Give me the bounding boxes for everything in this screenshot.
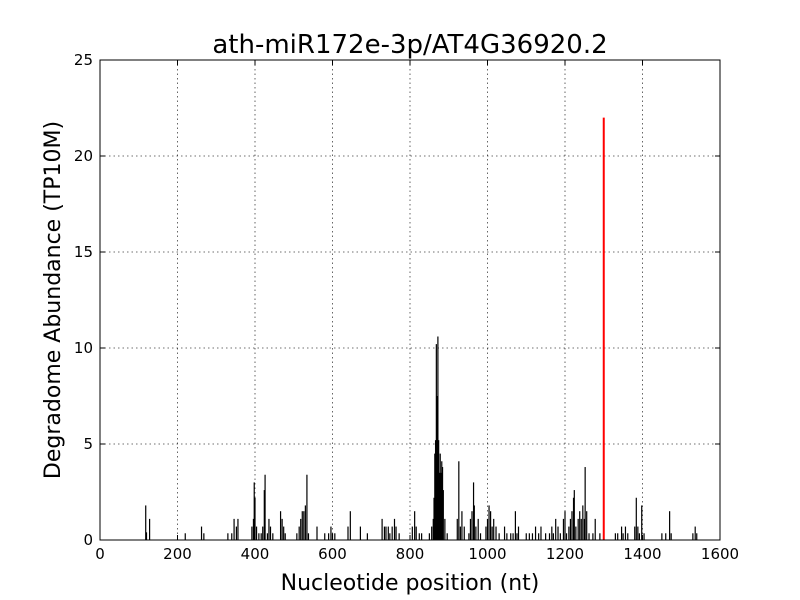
y-tick-label: 25 [74,51,93,69]
y-tick-label: 5 [83,435,93,453]
y-tick-label: 0 [83,531,93,549]
grid-lines [100,60,720,540]
y-tick-label: 15 [74,243,93,261]
x-tick-label: 800 [396,545,425,563]
axis-ticks: 0 200 400 600 800 1000 1200 1400 1600 0 5 10 15 20 25 [74,51,739,563]
x-tick-label: 400 [241,545,270,563]
x-tick-label: 1400 [623,545,661,563]
x-tick-label: 600 [318,545,347,563]
x-tick-label: 1000 [468,545,506,563]
y-tick-label: 20 [74,147,93,165]
x-axis-label: Nucleotide position (nt) [281,571,540,596]
x-tick-label: 1600 [701,545,739,563]
data-series [145,117,698,540]
y-tick-label: 10 [74,339,93,357]
x-tick-label: 0 [95,545,105,563]
x-tick-label: 1200 [546,545,584,563]
y-axis-label: Degradome Abundance (TP10M) [41,121,66,479]
x-tick-label: 200 [163,545,192,563]
chart-title: ath-miR172e-3p/AT4G36920.2 [212,30,607,60]
